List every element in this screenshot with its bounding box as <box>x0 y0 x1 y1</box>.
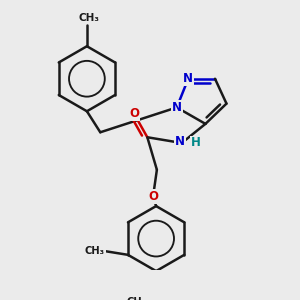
Text: CH₃: CH₃ <box>78 13 99 23</box>
Text: N: N <box>183 72 193 85</box>
Text: N: N <box>172 101 182 114</box>
Text: H: H <box>191 136 201 149</box>
Text: O: O <box>148 190 158 203</box>
Text: N: N <box>175 135 185 148</box>
Text: CH₃: CH₃ <box>127 297 147 300</box>
Text: CH₃: CH₃ <box>85 246 105 256</box>
Text: O: O <box>129 107 139 120</box>
